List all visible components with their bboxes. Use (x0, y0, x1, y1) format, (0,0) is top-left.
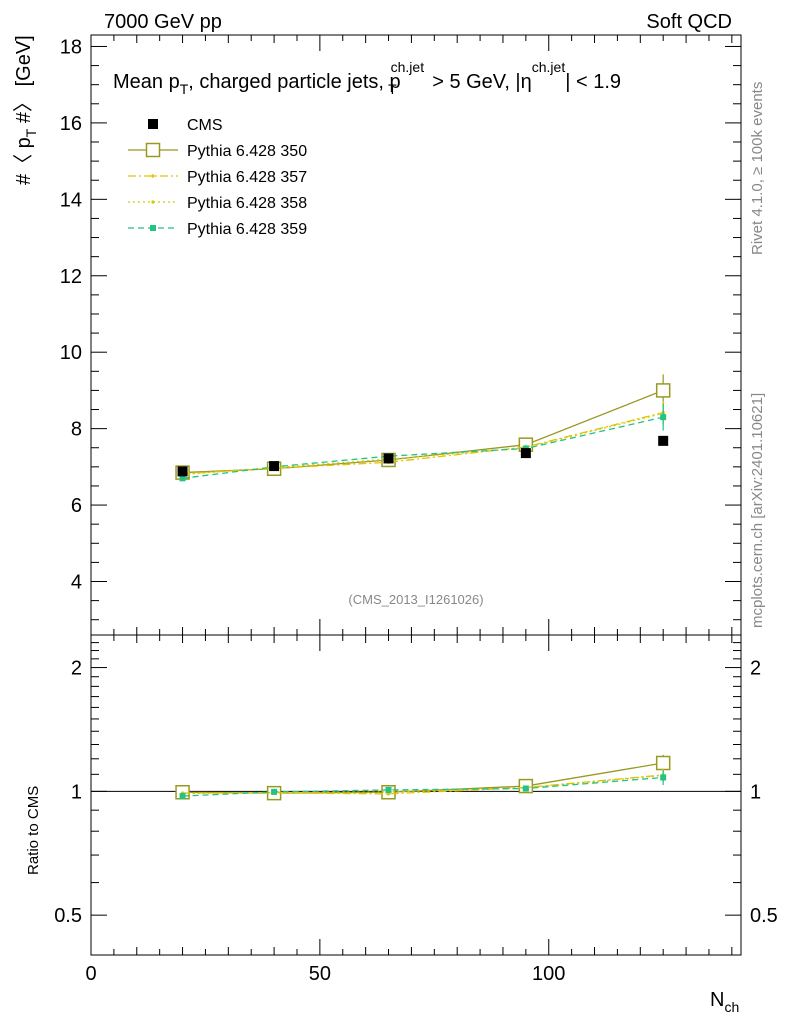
mcplots-reference-label: mcplots.cern.ch [arXiv:2401.10621] (749, 393, 766, 628)
y-tick-label: 16 (60, 113, 82, 135)
legend-swatch (148, 119, 158, 129)
analysis-watermark: (CMS_2013_I1261026) (348, 592, 483, 607)
ratio-point (522, 785, 529, 792)
header-right: Soft QCD (646, 11, 732, 33)
ratio-series-line (182, 774, 664, 795)
legend-item: Pythia 6.428 350 (128, 142, 307, 160)
legend-item: Pythia 6.428 358 (128, 195, 307, 212)
series-line (182, 412, 664, 476)
legend-label: CMS (187, 117, 223, 134)
y-tick-label: 10 (60, 342, 82, 364)
cms-point (520, 448, 531, 459)
series-layer (175, 374, 671, 801)
cms-point (658, 435, 669, 446)
ratio-plot-frame (90, 634, 742, 956)
y-tick-label: 4 (71, 571, 82, 593)
data-point (660, 414, 667, 421)
ratio-series-line (182, 774, 664, 795)
ratio-tick-label-left: 0.5 (54, 905, 82, 927)
ratio-tick-label-left: 1 (71, 781, 82, 803)
x-tick-label: 100 (532, 963, 565, 985)
legend-label: Pythia 6.428 350 (187, 143, 307, 160)
y-tick-label: 6 (71, 495, 82, 517)
ratio-tick-label-left: 2 (71, 658, 82, 680)
ratio-tick-label-right: 1 (750, 781, 761, 803)
cms-data (177, 435, 669, 477)
legend-marker (151, 200, 155, 204)
y-tick-label: 12 (60, 266, 82, 288)
ratio-series-line (182, 776, 664, 797)
ratio-tick-label-right: 2 (750, 658, 761, 680)
legend-marker (151, 174, 155, 178)
legend-label: Pythia 6.428 358 (187, 195, 307, 212)
ratio-point (179, 793, 186, 800)
axis-ticks (90, 35, 741, 955)
ratio-point (385, 786, 392, 793)
plot-title: Mean pT, charged particle jets, pch.jet T… (113, 59, 621, 97)
ratio-point (271, 788, 278, 795)
legend-item: CMS (148, 117, 223, 134)
legend-label: Pythia 6.428 359 (187, 221, 307, 238)
cms-point (269, 461, 280, 472)
series-line (182, 416, 664, 479)
ratio-point (655, 755, 671, 771)
legend: CMS Pythia 6.428 350 Pythia 6.428 357 Pythi… (128, 117, 307, 238)
legend-marker (145, 142, 161, 158)
series-line (182, 411, 664, 475)
x-tick-label: 0 (85, 963, 96, 985)
ratio-y-axis-label: Ratio to CMS (25, 786, 42, 875)
y-axis-label: #〈 pT #〉 [GeV] (13, 35, 39, 185)
ratio-series-line (182, 762, 664, 794)
header-left: 7000 GeV pp (104, 11, 222, 33)
cms-point (177, 466, 188, 477)
x-tick-label: 50 (309, 963, 331, 985)
legend-item: Pythia 6.428 359 (128, 221, 307, 238)
y-tick-label: 18 (60, 36, 82, 58)
data-point (655, 383, 671, 398)
x-axis-label: Nch (710, 989, 739, 1015)
y-tick-label: 14 (60, 189, 82, 211)
ratio-point (660, 774, 667, 781)
legend-marker (150, 225, 156, 231)
cms-point (383, 453, 394, 464)
ratio-tick-label-right: 0.5 (750, 905, 778, 927)
series-0 (175, 374, 671, 801)
data-point (179, 475, 186, 482)
legend-label: Pythia 6.428 357 (187, 169, 307, 186)
rivet-version-label: Rivet 4.1.0, ≥ 100k events (749, 82, 766, 255)
legend-item: Pythia 6.428 357 (128, 169, 307, 186)
y-tick-label: 8 (71, 419, 82, 441)
